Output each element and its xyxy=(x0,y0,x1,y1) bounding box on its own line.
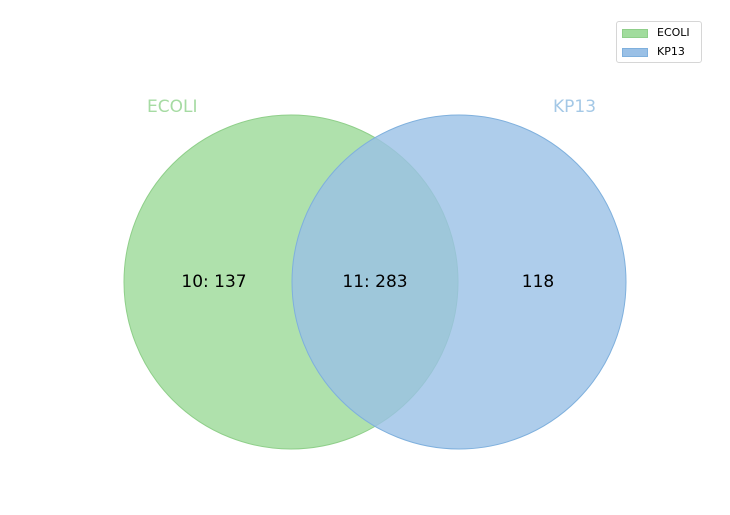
set-title-kp13: KP13 xyxy=(553,97,597,117)
legend-swatch-ecoli xyxy=(622,28,648,38)
legend-entry-kp13: KP13 xyxy=(622,45,685,59)
region-label-kp13-only: 118 xyxy=(521,272,555,292)
legend-label-ecoli: ECOLI xyxy=(657,26,690,39)
region-label-intersection: 11: 283 xyxy=(342,272,408,292)
region-label-ecoli-only: 10: 137 xyxy=(181,272,247,292)
legend: ECOLI KP13 xyxy=(616,21,702,63)
legend-entry-ecoli: ECOLI xyxy=(622,26,690,40)
legend-swatch-kp13 xyxy=(622,47,648,57)
set-circle-kp13 xyxy=(291,114,627,450)
legend-label-kp13: KP13 xyxy=(657,45,685,58)
set-title-ecoli: ECOLI xyxy=(147,97,198,117)
